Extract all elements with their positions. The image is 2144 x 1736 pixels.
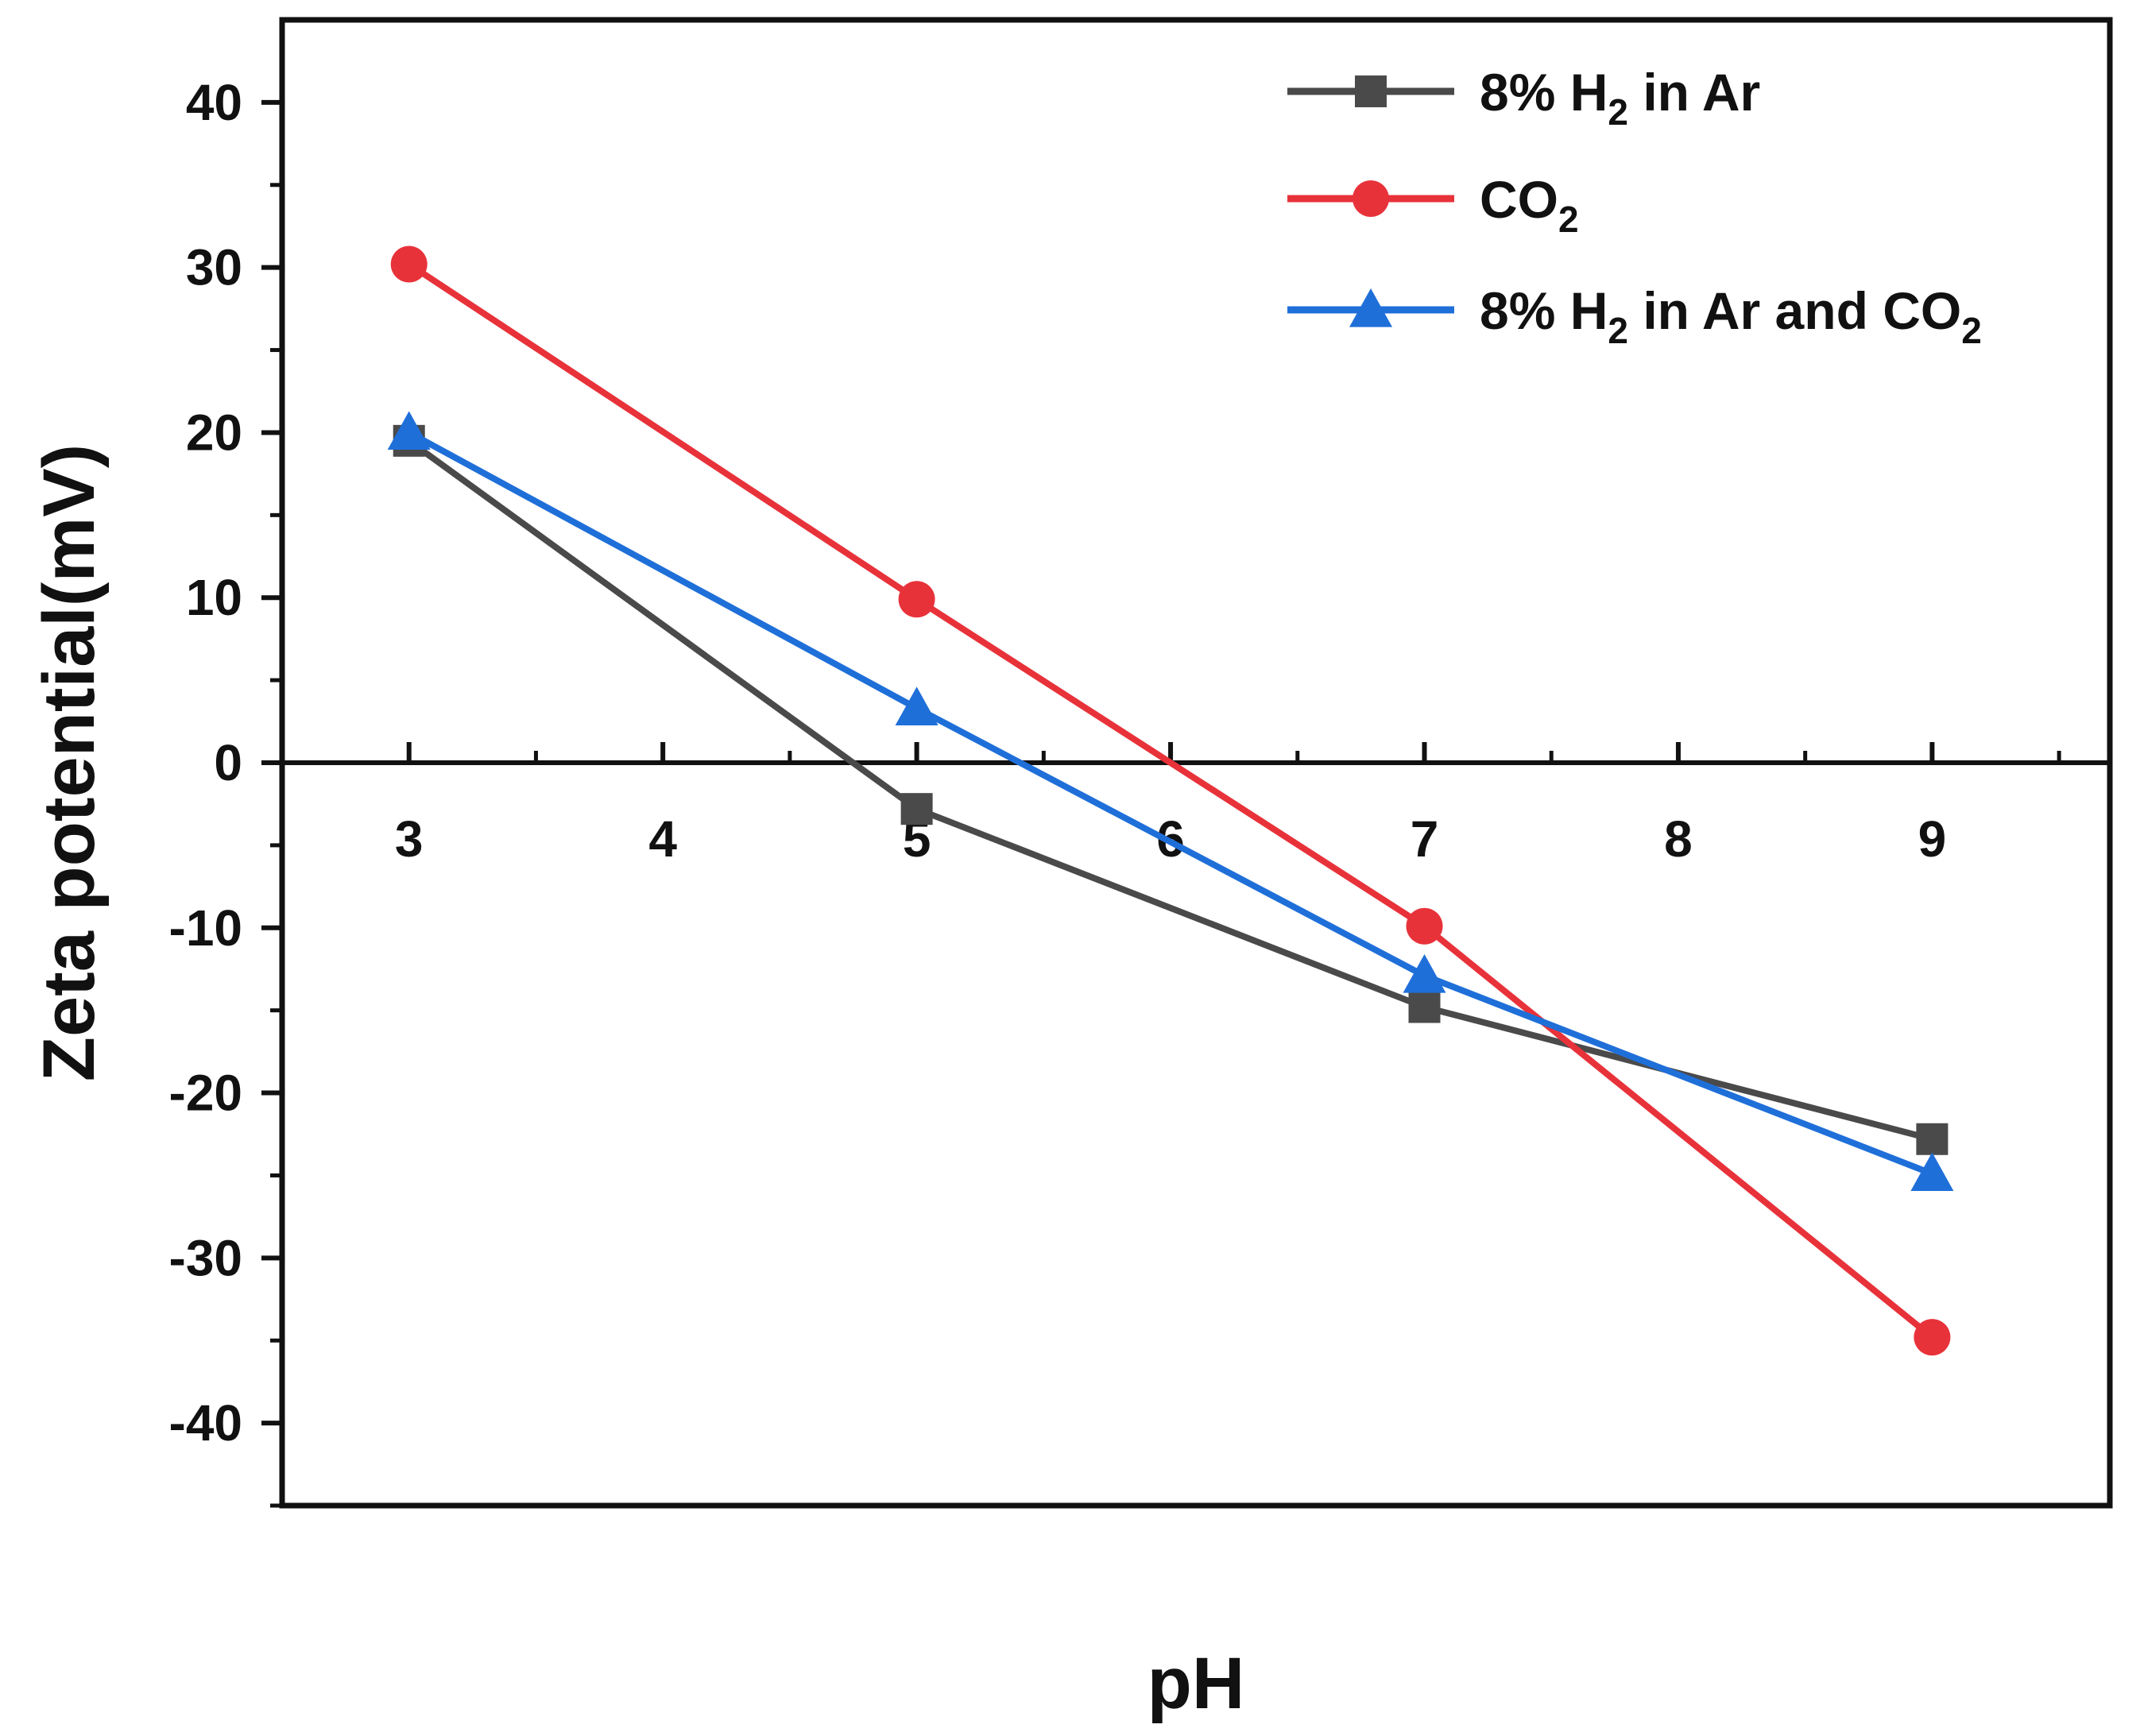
y-tick-label: -10 [169,899,243,957]
y-tick-label: -30 [169,1229,243,1286]
legend-label-3: 8% H2 in Ar and CO2 [1480,281,1982,351]
data-point-series-3 [1910,1152,1954,1191]
y-tick-label: 20 [186,404,242,461]
series-line-1 [407,438,1933,1143]
data-point-series-2 [1914,1319,1951,1356]
y-tick-label: 30 [186,239,242,296]
x-tick-label: 8 [1664,810,1693,868]
y-tick-label: 10 [186,569,242,626]
x-tick-label: 9 [1918,810,1947,868]
legend-marker-3 [1349,288,1392,327]
legend-text-part: 8% H [1480,281,1608,340]
data-point-series-3 [895,686,938,726]
y-tick-label: 0 [214,734,242,791]
legend-marker-1 [1355,75,1387,107]
y-axis-title: Zeta potential(mV) [29,444,110,1081]
x-tick-label: 3 [395,810,424,868]
x-tick-label: 4 [648,810,677,868]
data-point-series-3 [1403,954,1446,993]
data-point-series-1 [1916,1123,1949,1155]
x-axis-title: pH [1147,1643,1245,1724]
y-tick-label: -20 [169,1065,243,1122]
legend-subscript: 2 [1558,199,1579,240]
legend-text-part: in Ar [1628,63,1760,122]
series-line-3 [407,429,1933,1177]
series-line-2 [407,261,1934,1340]
y-tick-label: -40 [169,1394,243,1452]
data-point-series-2 [390,246,428,283]
legend-subscript: 2 [1961,310,1982,351]
plot-frame [279,17,2113,1509]
data-point-series-3 [387,411,431,450]
data-series [387,246,1954,1356]
data-point-series-1 [1408,991,1441,1023]
data-point-series-2 [1406,907,1443,945]
legend-text-part: 8% H [1480,63,1608,122]
legend-subscript: 2 [1608,91,1628,133]
x-tick-label: 7 [1411,810,1439,868]
data-point-series-2 [898,581,935,618]
legend-marker-2 [1353,180,1389,217]
data-point-series-1 [900,793,933,825]
legend-label-1: 8% H2 in Ar [1480,63,1760,133]
y-tick-label: 40 [186,74,242,131]
legend-text-part: CO [1480,170,1558,229]
legend-subscript: 2 [1608,310,1628,351]
legend-label-2: CO2 [1480,170,1579,240]
legend-text-part: in Ar and CO [1628,281,1961,340]
